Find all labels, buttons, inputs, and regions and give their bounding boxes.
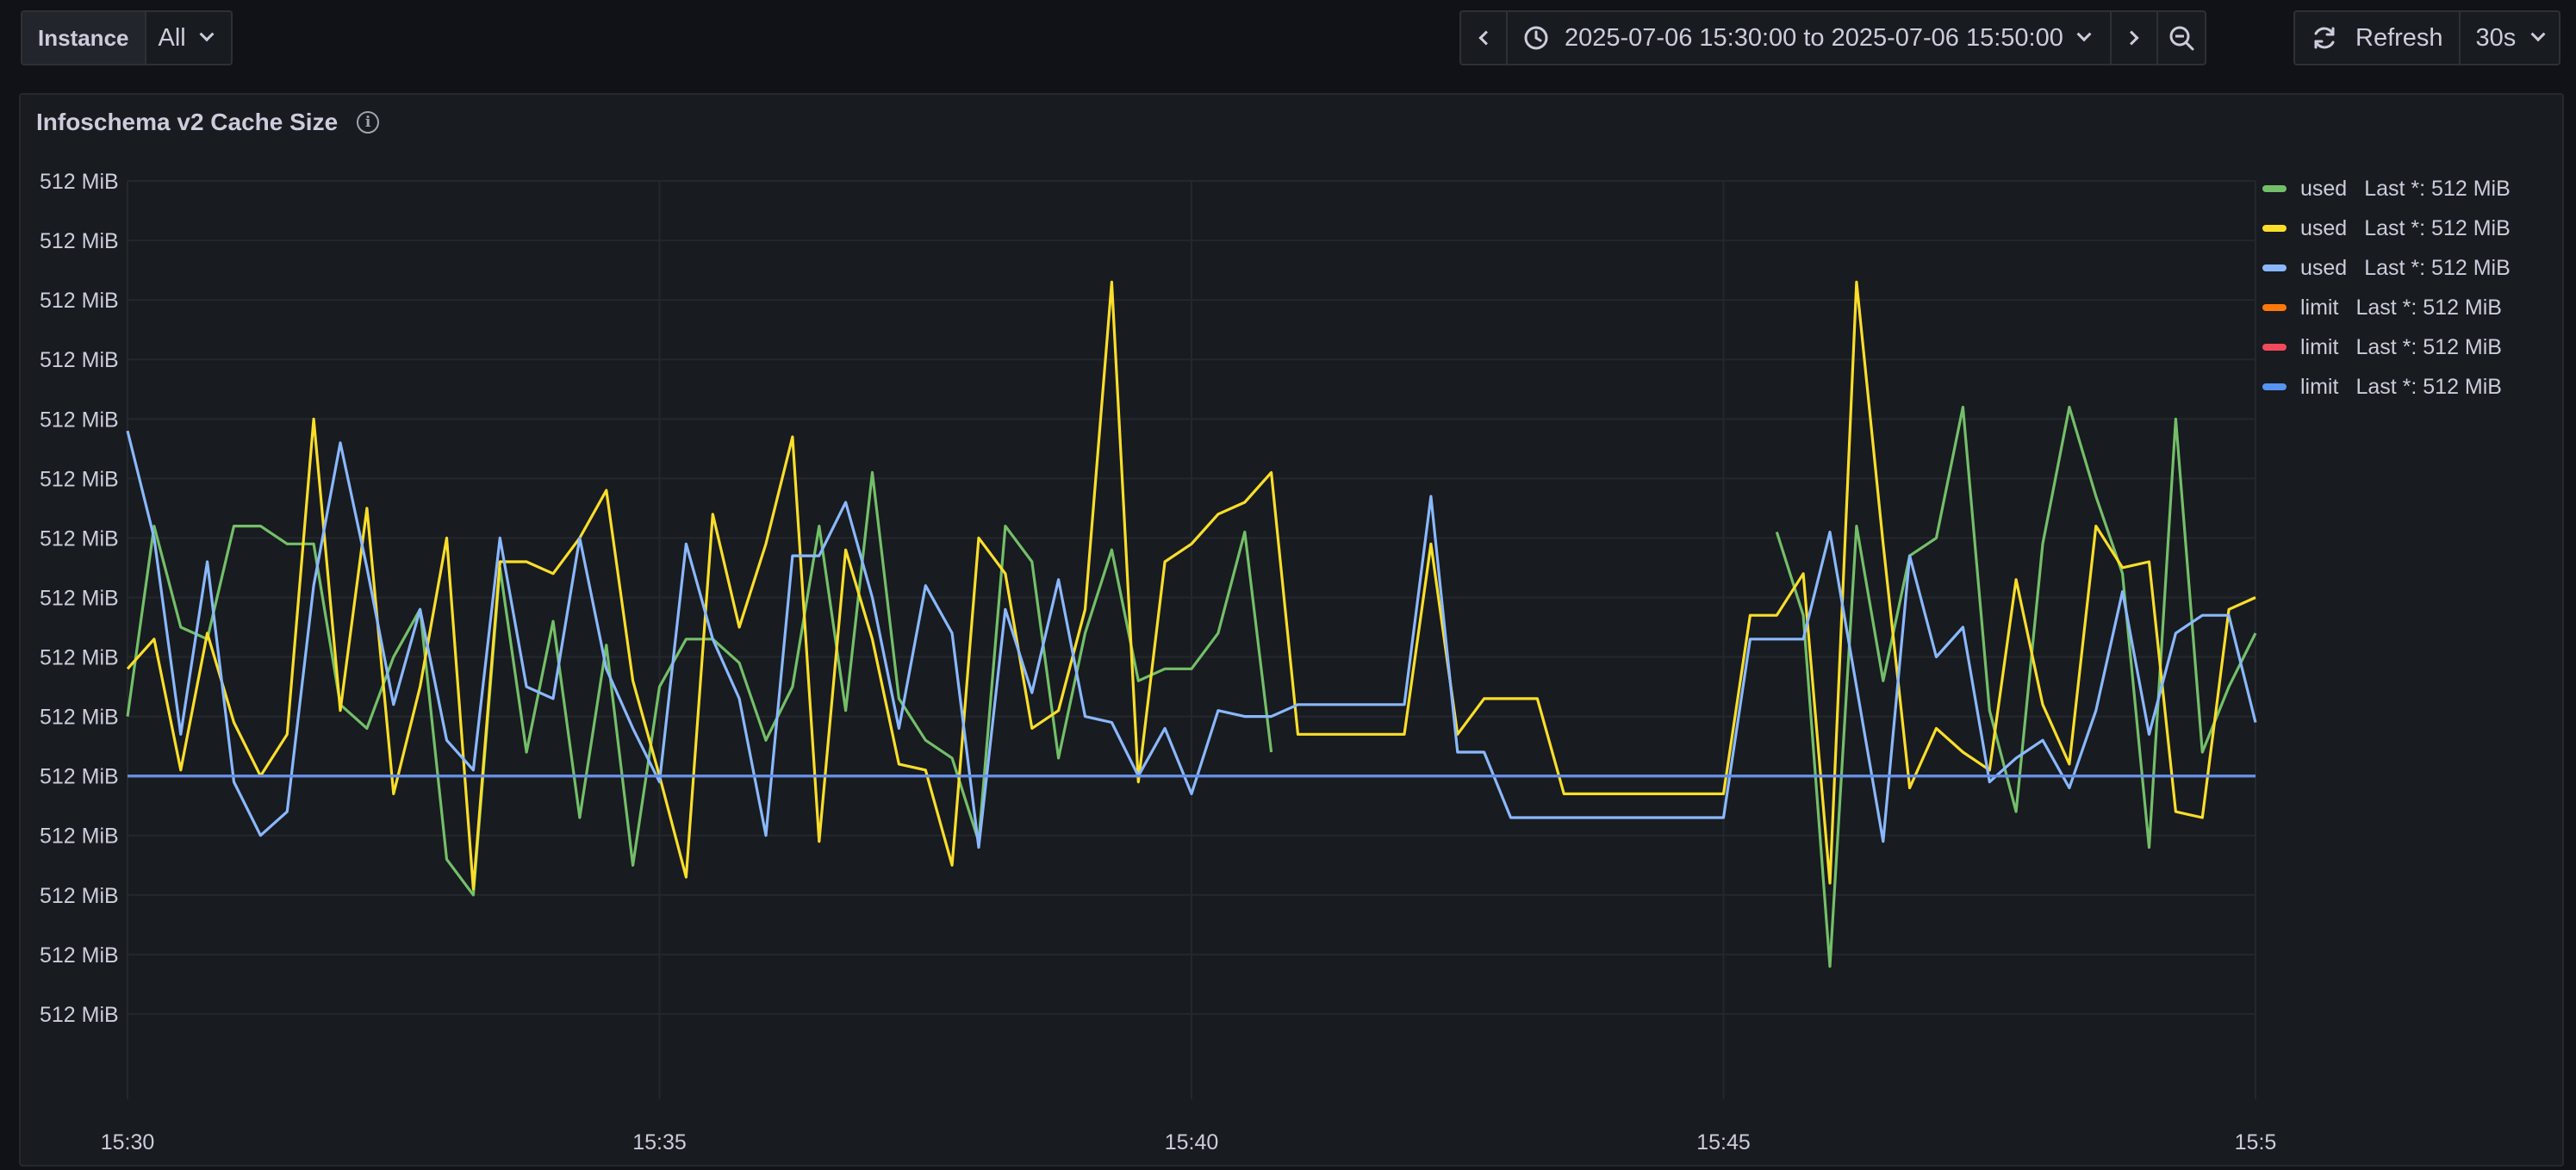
time-range-picker: 2025-07-06 15:30:00 to 2025-07-06 15:50:… — [1459, 10, 2206, 65]
legend-swatch — [2262, 383, 2287, 390]
x-axis: 15:30 15:35 15:40 15:45 15:5 — [101, 1130, 2277, 1154]
instance-variable-select[interactable]: All — [146, 12, 231, 64]
y-tick-label: 512 MiB — [40, 170, 119, 194]
y-axis: 512 MiB 512 MiB 512 MiB 512 MiB 512 MiB 512 M… — [40, 170, 119, 1027]
legend-swatch — [2262, 185, 2287, 192]
y-tick-label: 512 MiB — [40, 526, 119, 551]
y-tick-label: 512 MiB — [40, 706, 119, 730]
x-tick-label: 15:30 — [101, 1130, 155, 1154]
legend-series-name: used — [2300, 255, 2348, 280]
refresh-icon — [2314, 27, 2335, 49]
series-line-used-2 — [126, 280, 2256, 891]
legend-swatch — [2262, 264, 2287, 271]
y-tick-label: 512 MiB — [40, 1003, 119, 1027]
x-tick-label: 15:40 — [1165, 1130, 1219, 1154]
time-range-text: 2025-07-06 15:30:00 to 2025-07-06 15:50:… — [1565, 23, 2063, 52]
panel-header[interactable]: Infoschema v2 Cache Size i — [36, 109, 380, 136]
legend-series-name: limit — [2300, 334, 2339, 359]
y-tick-label: 512 MiB — [40, 586, 119, 610]
legend-series-name: used — [2300, 215, 2348, 240]
legend-series-name: limit — [2300, 374, 2339, 399]
x-tick-label: 15:45 — [1696, 1130, 1751, 1154]
legend-stat: Last *: 512 MiB — [2364, 215, 2511, 240]
legend-stat: Last *: 512 MiB — [2355, 374, 2502, 399]
refresh-label: Refresh — [2355, 23, 2443, 52]
legend-item[interactable]: used Last *: 512 MiB — [2262, 248, 2555, 288]
series-line-used-3 — [126, 430, 2257, 849]
legend-item[interactable]: limit Last *: 512 MiB — [2262, 327, 2555, 367]
chart-grid — [127, 180, 2256, 1099]
y-tick-label: 512 MiB — [40, 825, 119, 849]
instance-variable-value: All — [158, 23, 186, 52]
instance-variable-label: Instance — [22, 12, 146, 64]
info-icon[interactable]: i — [357, 111, 380, 134]
time-range-back-button[interactable] — [1461, 12, 1508, 64]
series-line-used-1 — [1775, 405, 2257, 968]
chart-legend: used Last *: 512 MiB used Last *: 512 MiB us… — [2262, 169, 2555, 407]
refresh-button[interactable]: Refresh — [2295, 12, 2461, 64]
series-line-used-1 — [126, 470, 1273, 897]
y-tick-label: 512 MiB — [40, 467, 119, 491]
x-tick-label: 15:5 — [2235, 1130, 2277, 1154]
y-tick-label: 512 MiB — [40, 943, 119, 968]
refresh-interval-select[interactable]: 30s — [2461, 12, 2560, 64]
cache-size-panel: Infoschema v2 Cache Size i — [19, 93, 2564, 1167]
chart-series — [126, 280, 2257, 968]
instance-variable-picker[interactable]: Instance All — [21, 10, 233, 65]
refresh-interval-value: 30s — [2475, 23, 2517, 52]
clock-icon — [1524, 26, 1548, 50]
legend-swatch — [2262, 344, 2287, 351]
y-tick-label: 512 MiB — [40, 884, 119, 908]
y-tick-label: 512 MiB — [40, 348, 119, 372]
panel-title: Infoschema v2 Cache Size — [36, 109, 339, 135]
legend-swatch — [2262, 225, 2287, 232]
zoom-out-button[interactable] — [2158, 12, 2205, 64]
legend-stat: Last *: 512 MiB — [2355, 334, 2502, 359]
y-tick-label: 512 MiB — [40, 289, 119, 313]
refresh-picker: Refresh 30s — [2293, 10, 2561, 65]
legend-item[interactable]: limit Last *: 512 MiB — [2262, 367, 2555, 407]
legend-item[interactable]: used Last *: 512 MiB — [2262, 208, 2555, 248]
time-range-forward-button[interactable] — [2112, 12, 2158, 64]
time-range-button[interactable]: 2025-07-06 15:30:00 to 2025-07-06 15:50:… — [1508, 12, 2112, 64]
dashboard-toolbar: Instance All 2025-07-06 15:30:00 to 2025… — [0, 0, 2576, 76]
legend-item[interactable]: limit Last *: 512 MiB — [2262, 288, 2555, 327]
legend-series-name: limit — [2300, 295, 2339, 320]
y-tick-label: 512 MiB — [40, 765, 119, 789]
legend-item[interactable]: used Last *: 512 MiB — [2262, 169, 2555, 208]
y-tick-label: 512 MiB — [40, 229, 119, 253]
zoom-out-icon — [2169, 26, 2194, 51]
legend-stat: Last *: 512 MiB — [2364, 255, 2511, 280]
legend-stat: Last *: 512 MiB — [2364, 176, 2511, 201]
y-tick-label: 512 MiB — [40, 408, 119, 432]
x-tick-label: 15:35 — [632, 1130, 687, 1154]
legend-stat: Last *: 512 MiB — [2355, 295, 2502, 320]
legend-series-name: used — [2300, 176, 2348, 201]
legend-swatch — [2262, 304, 2287, 311]
y-tick-label: 512 MiB — [40, 646, 119, 670]
